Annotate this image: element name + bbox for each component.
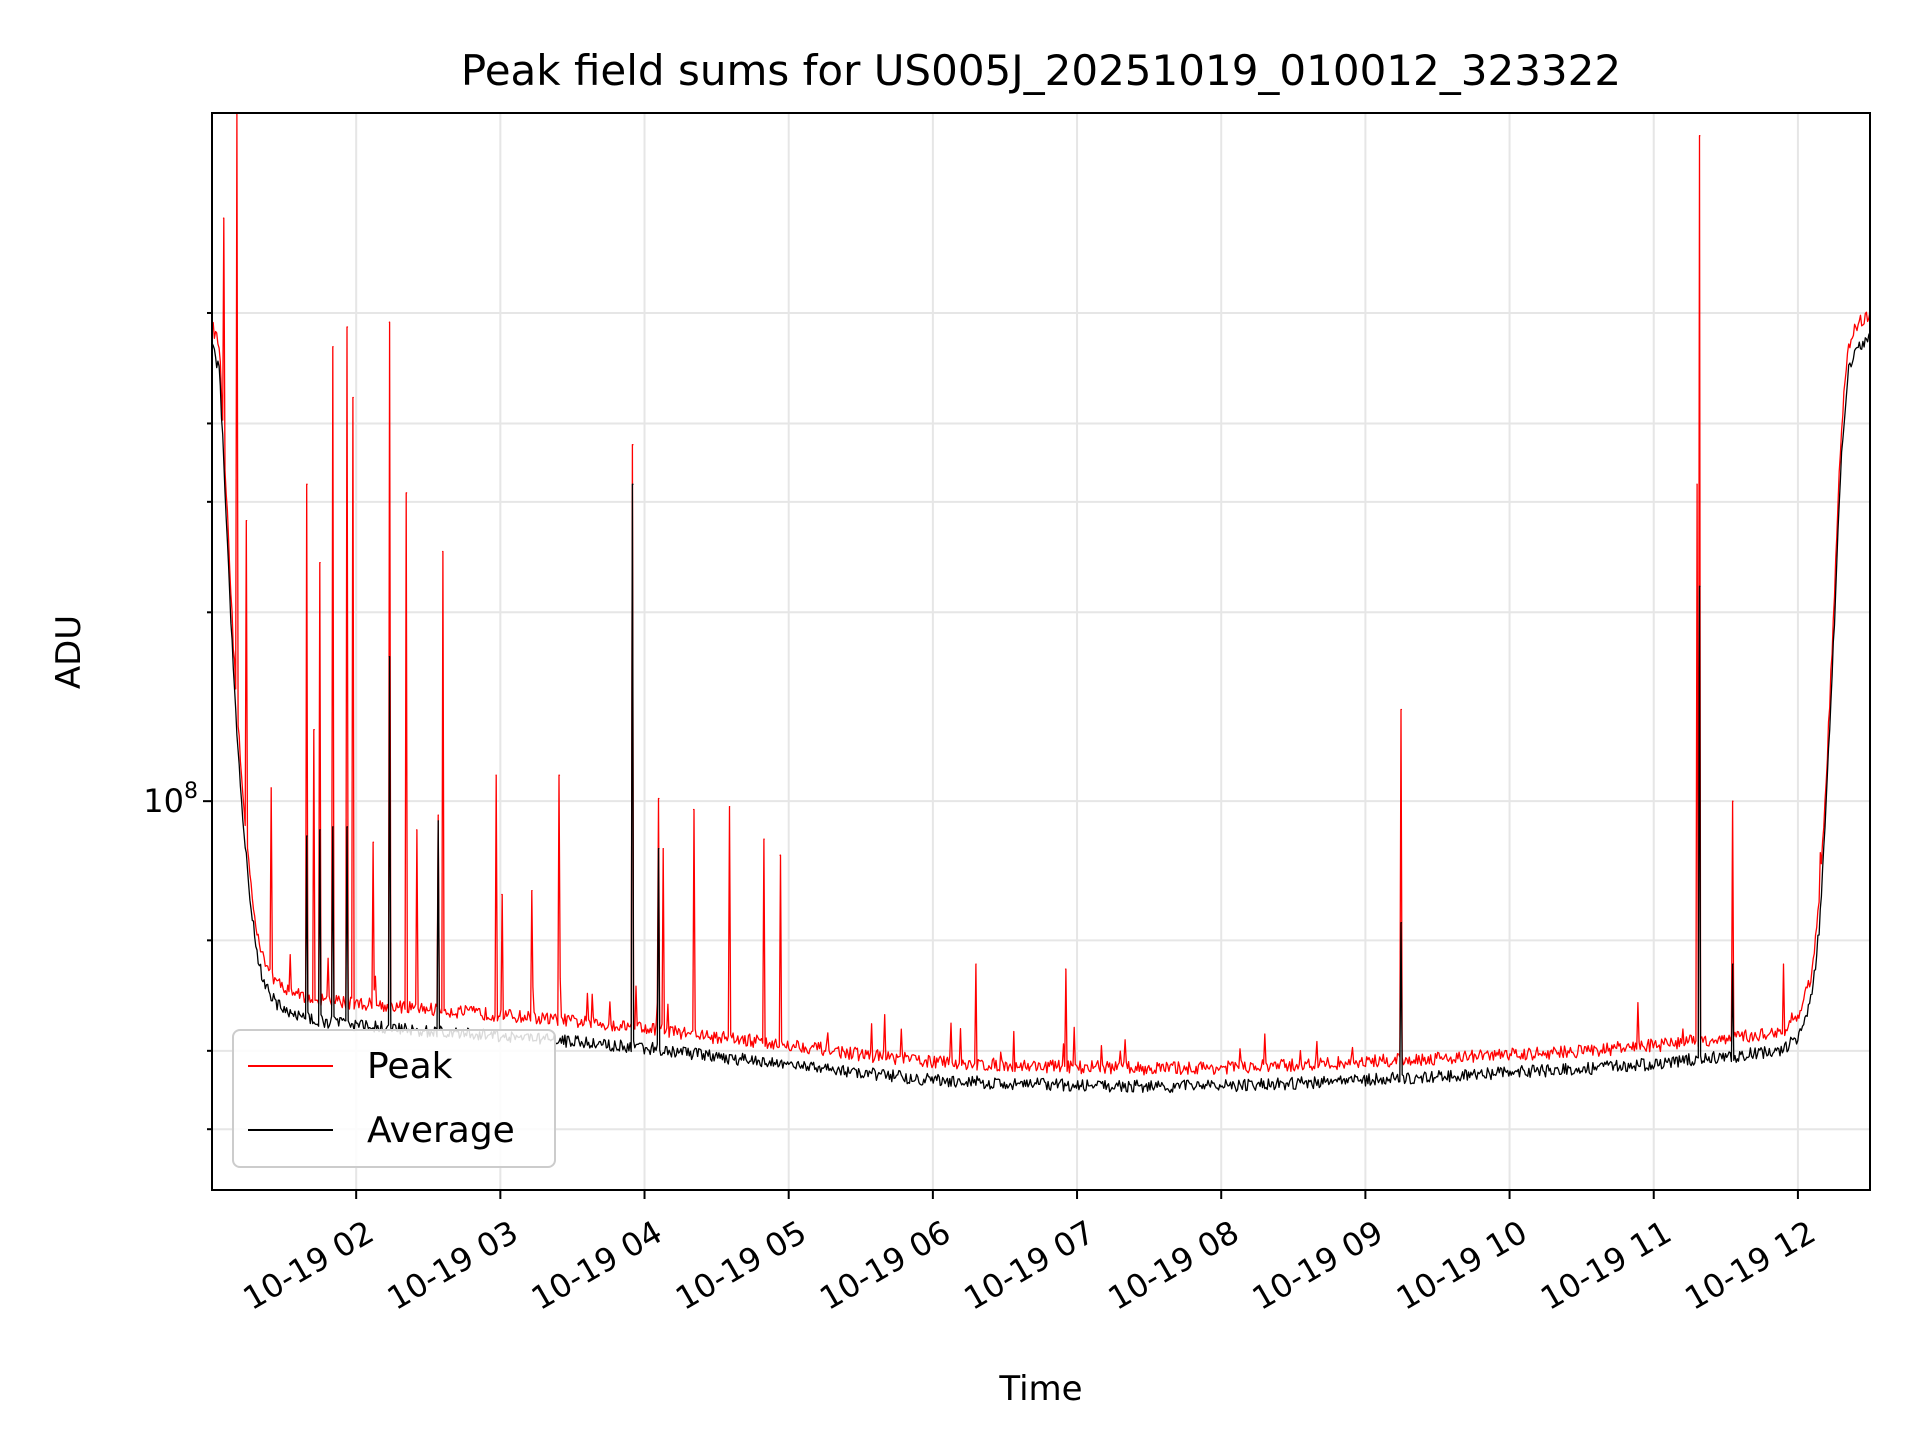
- spike-point-average: [1732, 963, 1734, 965]
- spike-point-peak: [346, 326, 349, 328]
- y-axis-label: ADU: [49, 615, 89, 689]
- spike-point-peak: [779, 854, 781, 856]
- legend-box: [232, 1029, 556, 1168]
- spike-point-peak: [632, 444, 634, 446]
- spike-point-average: [1400, 922, 1403, 924]
- legend-label-peak: Peak: [367, 1046, 453, 1087]
- spike-point-peak: [388, 321, 390, 323]
- spike-point-peak: [442, 550, 444, 553]
- spike-point-peak: [495, 774, 497, 776]
- spike-point-peak: [1782, 963, 1785, 965]
- spike-point-peak: [313, 729, 315, 731]
- spike-point-average: [437, 820, 439, 822]
- spike-point-peak: [246, 520, 248, 522]
- spike-point-peak: [1506, 1050, 1508, 1052]
- spike-point-average: [1699, 585, 1701, 587]
- spike-point-peak: [662, 848, 664, 850]
- spike-point-peak: [222, 217, 225, 219]
- spike-point-average: [319, 829, 321, 831]
- spike-point-peak: [501, 893, 503, 896]
- spike-point-peak: [728, 806, 731, 808]
- legend: Peak Average: [232, 1029, 556, 1168]
- spike-point-average: [632, 483, 634, 485]
- spike-point-peak: [319, 562, 321, 564]
- spike-point-peak: [372, 841, 375, 843]
- series-line-peak: [212, 113, 1870, 1076]
- spike-point-peak: [692, 808, 695, 811]
- spike-point-peak: [437, 814, 439, 816]
- x-axis-label: Time: [998, 1369, 1082, 1409]
- spike-point-average: [388, 655, 390, 658]
- spike-point-peak: [531, 890, 533, 892]
- spike-point-peak: [406, 492, 408, 494]
- spike-point-peak: [558, 774, 561, 776]
- spike-point-peak: [763, 838, 765, 840]
- spike-point-peak: [1732, 800, 1734, 802]
- spike-point-peak: [416, 829, 418, 831]
- spike-point-average: [306, 835, 308, 837]
- y-axis: 108: [143, 311, 212, 1131]
- spike-point-peak: [1699, 135, 1701, 137]
- spike-point-peak: [975, 963, 977, 965]
- spike-point-peak: [306, 483, 308, 485]
- y-tick-label: 108: [143, 779, 198, 820]
- spike-point-average: [658, 848, 660, 850]
- spike-point-peak: [658, 797, 660, 800]
- spike-point-peak: [1064, 968, 1067, 970]
- axes-frame: [211, 112, 1871, 1191]
- spike-point-average: [332, 826, 334, 828]
- spike-point-peak: [1696, 483, 1698, 485]
- spike-point-peak: [332, 346, 334, 348]
- legend-label-average: Average: [367, 1110, 515, 1151]
- spike-point-peak: [270, 787, 272, 789]
- spike-point-peak: [1400, 708, 1403, 711]
- chart-title: Peak field sums for US005J_20251019_0100…: [461, 46, 1621, 95]
- spike-point-average: [346, 826, 349, 828]
- spike-point-peak: [352, 396, 354, 399]
